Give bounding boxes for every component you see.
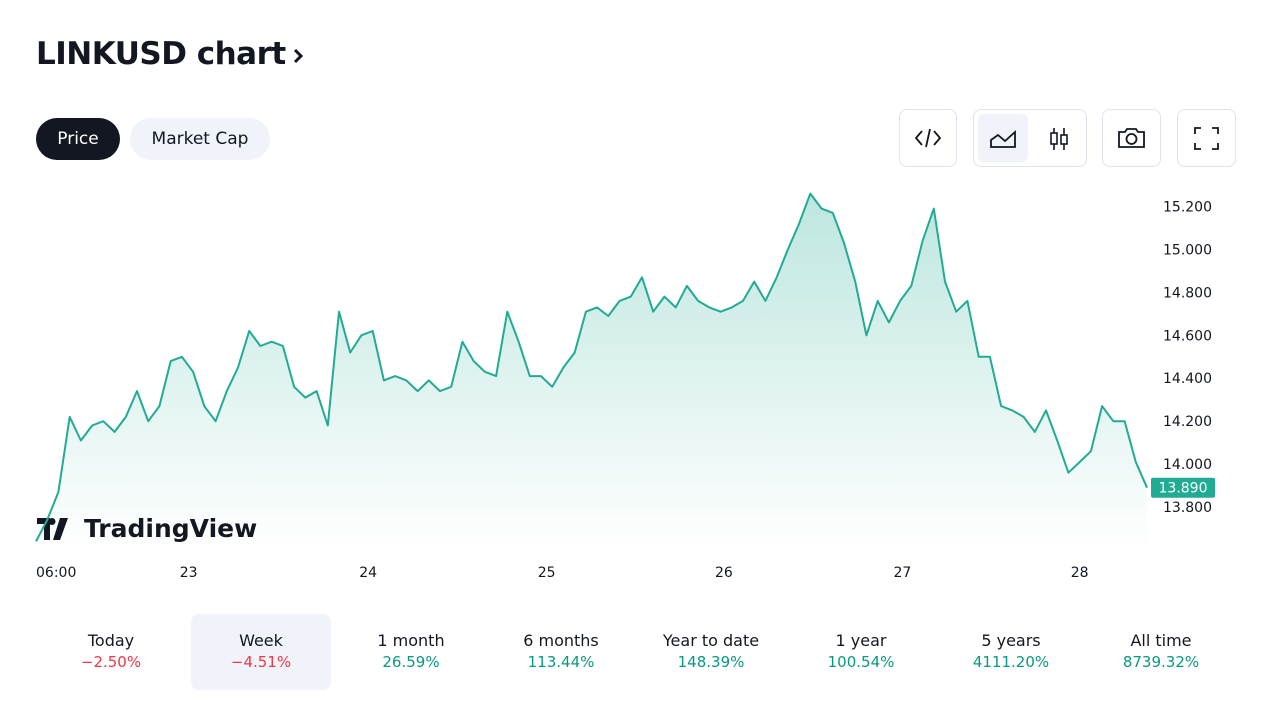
period-label: Today [87, 631, 135, 650]
area-style-button[interactable] [978, 114, 1028, 162]
period-change: 100.54% [827, 653, 895, 671]
period-item[interactable]: Year to date 148.39% [641, 614, 781, 690]
period-change: 26.59% [382, 653, 440, 671]
watermark-text: TradingView [84, 514, 257, 543]
candle-icon [1050, 128, 1068, 150]
x-tick-label: 25 [538, 565, 556, 581]
page-title[interactable]: LINKUSD chart [36, 36, 308, 72]
last-price-badge [1151, 477, 1215, 498]
period-change: 148.39% [677, 653, 745, 671]
period-change: 8739.32% [1122, 653, 1200, 671]
x-tick-label: 26 [715, 565, 733, 581]
y-tick-label: 14.000 [1163, 457, 1212, 473]
period-label: 1 month [377, 631, 445, 650]
title-text: LINKUSD chart [36, 36, 286, 72]
period-item[interactable]: 6 months 113.44% [491, 614, 631, 690]
y-tick-label: 15.000 [1163, 242, 1212, 258]
camera-icon [1118, 128, 1145, 148]
period-label: Year to date [662, 631, 760, 650]
y-tick-label: 14.400 [1163, 371, 1212, 387]
embed-button[interactable] [899, 109, 957, 167]
period-label: 5 years [981, 631, 1041, 650]
period-item[interactable]: 1 month 26.59% [341, 614, 481, 690]
fullscreen-button[interactable] [1177, 109, 1236, 167]
chevron-icon [293, 48, 303, 64]
last-price-label: 13.890 [1159, 481, 1208, 497]
period-change: 4111.20% [972, 653, 1050, 671]
tab-button[interactable]: Price [36, 118, 120, 160]
period-change: −2.50% [80, 653, 142, 671]
x-tick-label: 23 [180, 565, 198, 581]
tab-button[interactable]: Market Cap [130, 118, 270, 160]
tradingview-logo: TradingView [37, 514, 257, 543]
x-tick-label: 24 [359, 565, 377, 581]
y-tick-label: 13.800 [1163, 500, 1212, 516]
period-label: 6 months [523, 631, 599, 650]
chart-style-group [973, 109, 1087, 167]
period-item[interactable]: Week −4.51% [191, 614, 331, 690]
period-label: All time [1130, 631, 1192, 650]
x-tick-label: 06:00 [36, 565, 76, 581]
period-label: Week [239, 631, 283, 650]
period-change: −4.51% [230, 653, 292, 671]
snapshot-button[interactable] [1102, 109, 1161, 167]
period-item[interactable]: 5 years 4111.20% [941, 614, 1081, 690]
y-tick-label: 15.200 [1163, 199, 1212, 215]
period-change: 113.44% [527, 653, 595, 671]
y-tick-label: 14.800 [1163, 285, 1212, 301]
area-icon [990, 129, 1016, 148]
price-area [36, 193, 1147, 550]
y-tick-label: 14.200 [1163, 414, 1212, 430]
x-tick-label: 28 [1071, 565, 1089, 581]
candle-style-button[interactable] [1034, 114, 1084, 162]
x-tick-label: 27 [893, 565, 911, 581]
embed-icon [914, 128, 942, 148]
period-label: 1 year [835, 631, 887, 650]
y-tick-label: 14.600 [1163, 328, 1212, 344]
period-item[interactable]: All time 8739.32% [1091, 614, 1231, 690]
fullscreen-icon [1194, 127, 1219, 150]
chart: TradingView 13.800 14.000 14.200 14.400 14.6… [35, 192, 1215, 581]
price-line [35, 192, 1148, 542]
period-item[interactable]: Today −2.50% [41, 614, 181, 690]
period-item[interactable]: 1 year 100.54% [791, 614, 931, 690]
